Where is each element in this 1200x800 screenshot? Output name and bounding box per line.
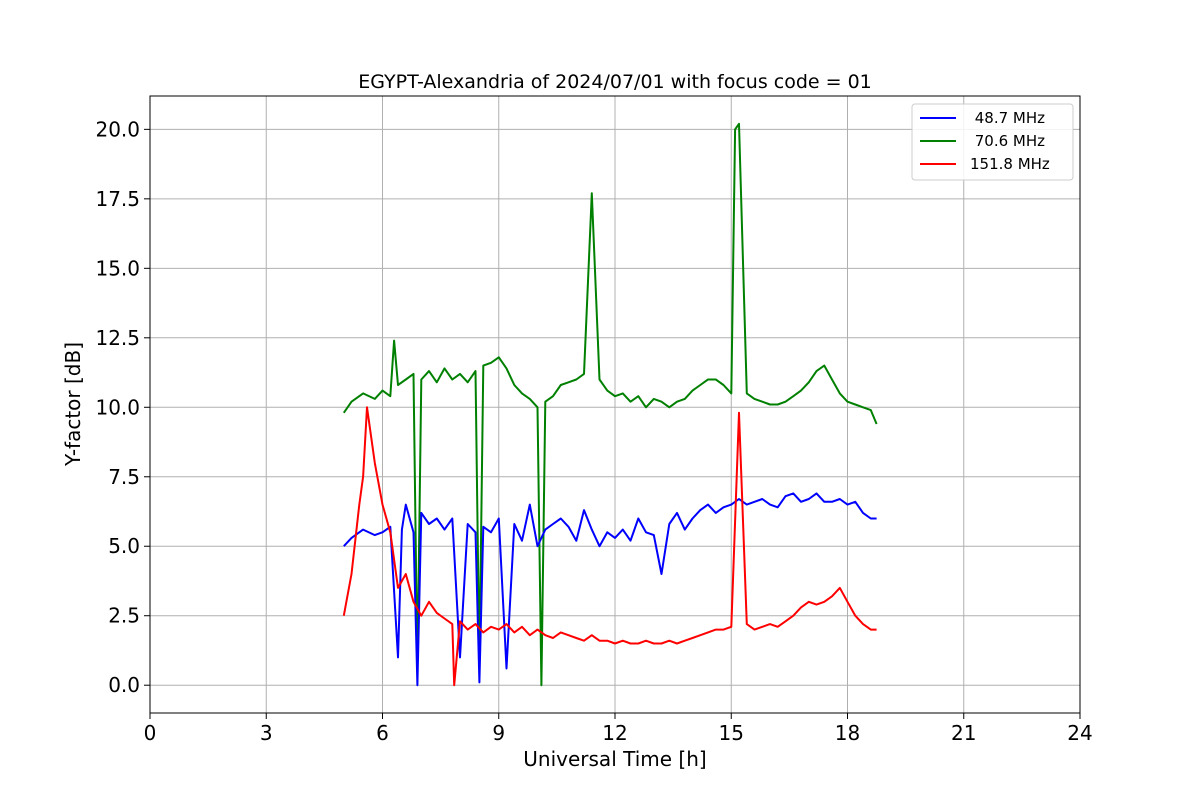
x-tick-label: 6 xyxy=(376,721,389,745)
x-tick-label: 12 xyxy=(602,721,627,745)
x-tick-label: 18 xyxy=(835,721,860,745)
x-tick-label: 0 xyxy=(144,721,157,745)
y-tick-label: 7.5 xyxy=(108,465,140,489)
y-axis-label: Y-factor [dB] xyxy=(61,342,85,467)
y-tick-label: 15.0 xyxy=(95,256,140,280)
x-tick-label: 21 xyxy=(951,721,976,745)
legend-label: 48.7 MHz xyxy=(970,109,1045,127)
y-tick-label: 5.0 xyxy=(108,534,140,558)
y-tick-label: 20.0 xyxy=(95,117,140,141)
chart-title: EGYPT-Alexandria of 2024/07/01 with focu… xyxy=(358,71,872,93)
tick-layer: 0 3 6 9 12 15 18 21 24 0.0 2.5 5.0 7.5 10.0 12.5 15.0 17… xyxy=(95,117,1092,745)
legend-label: 151.8 MHz xyxy=(970,155,1050,173)
y-tick-label: 12.5 xyxy=(95,326,140,350)
legend-box xyxy=(911,103,1074,181)
x-tick-label: 15 xyxy=(719,721,744,745)
series-line-2 xyxy=(342,406,877,687)
y-tick-label: 0.0 xyxy=(108,673,140,697)
legend-label: 70.6 MHz xyxy=(970,132,1045,150)
legend: 48.7 MHz 70.6 MHz 151.8 MHz xyxy=(911,103,1074,181)
series-line-1 xyxy=(342,122,878,687)
x-tick-label: 9 xyxy=(492,721,505,745)
x-tick-label: 24 xyxy=(1067,721,1092,745)
x-axis-label: Universal Time [h] xyxy=(523,747,706,771)
y-tick-label: 10.0 xyxy=(95,395,140,419)
x-tick-label: 3 xyxy=(260,721,273,745)
series-layer xyxy=(342,122,878,687)
series-line-0 xyxy=(343,492,877,687)
y-tick-label: 2.5 xyxy=(108,604,140,628)
y-tick-label: 17.5 xyxy=(95,187,140,211)
